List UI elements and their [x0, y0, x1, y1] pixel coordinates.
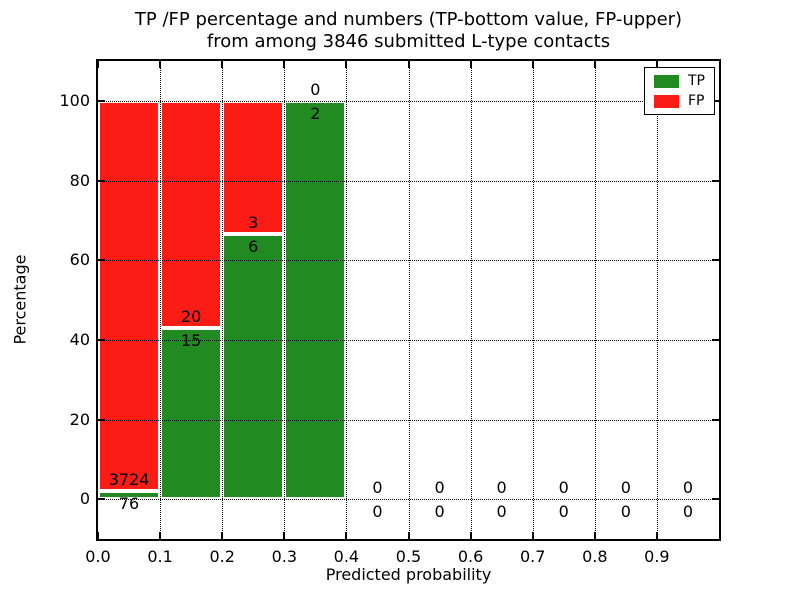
x-tick-mark-top	[159, 61, 162, 68]
legend: TP FP	[644, 67, 715, 115]
y-tick-label: 20	[69, 409, 90, 429]
x-tick-mark	[593, 532, 596, 539]
bar-fp-count-label: 0	[558, 478, 569, 498]
bar-fp-count-label: 20	[180, 307, 202, 327]
bar-tp-count-label: 15	[180, 331, 202, 351]
y-tick-mark	[98, 498, 105, 501]
plot-area: TP FP Predicted probability 0.0 0.1 0.2 0.3…	[59, 59, 721, 584]
fp-swatch-icon	[654, 94, 679, 108]
x-tick-mark	[97, 532, 99, 539]
gridline-v	[346, 61, 348, 539]
gridline-v	[284, 61, 286, 539]
x-tick-mark	[531, 532, 534, 539]
chart-title: TP /FP percentage and numbers (TP-bottom…	[98, 9, 719, 53]
y-tick-mark	[98, 179, 105, 182]
x-tick-mark	[655, 532, 658, 539]
bar-tp-count-label: 6	[248, 236, 259, 256]
y-tick-mark-right	[712, 99, 719, 102]
y-tick-mark	[98, 259, 105, 262]
x-tick-label: 0.2	[209, 547, 235, 566]
bar-segment-tp	[222, 233, 285, 500]
gridline-v	[408, 61, 410, 539]
x-tick-mark-top	[531, 61, 534, 68]
y-tick-label: 0	[79, 489, 90, 509]
y-tick-label: 80	[69, 170, 90, 190]
gridline-v	[656, 61, 658, 539]
bar-fp-count-label: 3	[248, 212, 259, 232]
bar-fp-count-label: 3724	[108, 470, 150, 490]
bar-fp-count-label: 0	[682, 478, 694, 498]
y-tick-label: 60	[69, 250, 90, 270]
x-tick-label: 0.9	[644, 547, 670, 566]
x-tick-label: 0.4	[333, 547, 360, 566]
y-tick-mark	[98, 418, 105, 421]
bar-segment-tp	[98, 491, 161, 500]
x-tick-mark-top	[593, 61, 596, 68]
bar-fp-count-label: 0	[620, 478, 631, 498]
x-tick-mark-top	[97, 61, 99, 68]
bar-fp-count-label: 0	[434, 478, 445, 498]
bar-tp-count-label: 0	[496, 502, 507, 522]
gridline-v	[470, 61, 472, 539]
bar-segment-tp	[160, 328, 223, 500]
x-tick-mark	[345, 532, 348, 539]
x-tick-mark-top	[469, 61, 472, 68]
y-axis-label: Percentage	[10, 254, 30, 345]
x-tick-label: 0.1	[147, 547, 173, 566]
legend-item-fp: FP	[654, 94, 705, 108]
x-tick-mark-top	[283, 61, 286, 68]
x-tick-mark-top	[345, 61, 348, 68]
x-tick-label: 0.5	[395, 547, 422, 566]
legend-label-tp: TP	[688, 73, 705, 89]
gridline-v	[160, 61, 162, 539]
x-tick-label: 0.7	[519, 547, 546, 566]
x-tick-label: 0.0	[85, 547, 111, 566]
legend-label-fp: FP	[688, 93, 705, 109]
bar-fp-count-label: 0	[372, 478, 383, 498]
legend-item-tp: TP	[654, 74, 705, 88]
bar-segment-fp	[98, 100, 161, 492]
y-tick-mark	[98, 338, 105, 341]
tp-swatch-icon	[654, 74, 679, 88]
bar-segment-fp	[160, 100, 223, 329]
y-tick-mark-right	[712, 179, 719, 182]
bar-tp-count-label: 76	[118, 494, 140, 514]
x-tick-mark-top	[655, 61, 658, 68]
x-tick-label: 0.8	[582, 547, 608, 566]
x-tick-label: 0.3	[271, 547, 298, 566]
x-tick-mark	[469, 532, 472, 539]
bar-tp-count-label: 0	[682, 502, 694, 522]
bar-tp-count-label: 2	[310, 103, 321, 123]
bar-fp-count-label: 0	[496, 478, 507, 498]
bar-tp-count-label: 0	[372, 502, 383, 522]
chart-title-line2: from among 3846 submitted L-type contact…	[206, 31, 611, 52]
x-axis-label: Predicted probability	[325, 565, 492, 584]
y-tick-mark-right	[712, 498, 719, 501]
gridline-v	[532, 61, 534, 539]
chart-title-line1: TP /FP percentage and numbers (TP-bottom…	[134, 9, 683, 30]
y-tick-mark-right	[712, 259, 719, 262]
x-tick-label: 0.6	[457, 547, 484, 566]
y-tick-label: 100	[59, 90, 90, 110]
x-tick-mark	[221, 532, 224, 539]
x-tick-mark-top	[407, 61, 410, 68]
bar-segment-fp	[222, 100, 285, 234]
gridline-v	[594, 61, 596, 539]
bar-fp-count-label: 0	[310, 79, 321, 99]
bar-tp-count-label: 0	[434, 502, 445, 522]
y-tick-label: 40	[69, 329, 90, 349]
y-tick-mark-right	[712, 418, 719, 421]
x-tick-mark	[283, 532, 286, 539]
y-tick-mark-right	[712, 338, 719, 341]
bar-tp-count-label: 0	[558, 502, 569, 522]
x-tick-mark-top	[221, 61, 224, 68]
gridline-v	[222, 61, 224, 539]
x-tick-mark	[159, 532, 162, 539]
x-tick-mark	[407, 532, 410, 539]
bar-tp-count-label: 0	[620, 502, 631, 522]
y-tick-mark	[98, 99, 105, 102]
bar-segment-tp	[284, 100, 347, 500]
